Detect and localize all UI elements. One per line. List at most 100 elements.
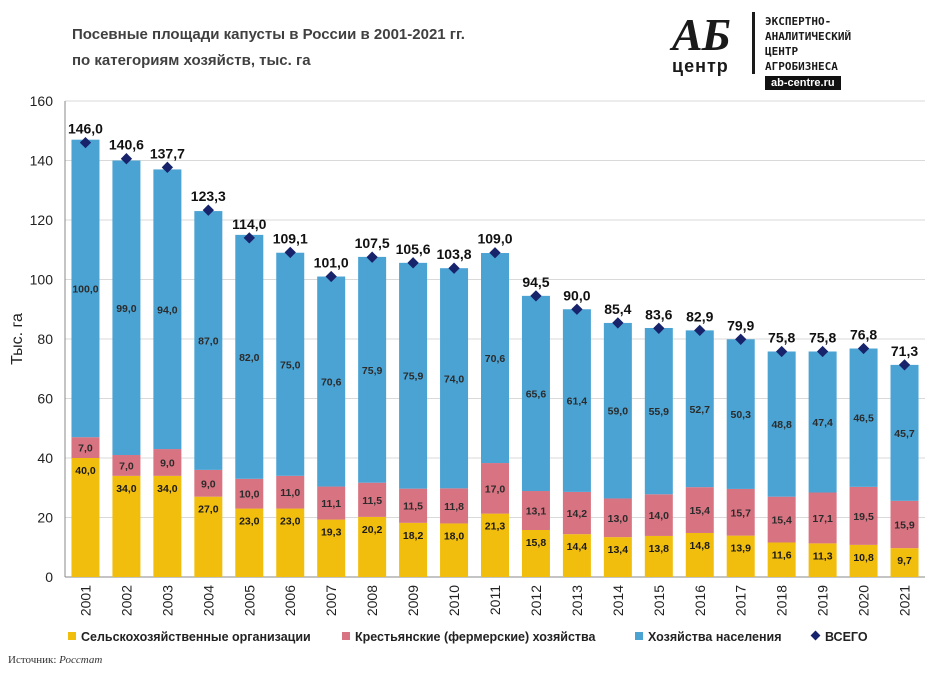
bar-segment: [276, 475, 305, 509]
data-label: 11,5: [403, 501, 423, 513]
logo-url: ab-centre.ru: [765, 76, 841, 90]
data-label: 100,0: [72, 283, 98, 295]
total-label: 105,6: [396, 241, 431, 257]
y-tick-label: 100: [30, 272, 54, 288]
bar-segment: [276, 508, 305, 577]
bar-segment: [685, 532, 714, 577]
x-tick-label: 2001: [77, 585, 93, 616]
x-tick-label: 2005: [241, 585, 257, 616]
legend-label: Сельскохозяйственные организации: [81, 630, 311, 644]
data-label: 15,9: [894, 519, 915, 531]
data-label: 61,4: [567, 396, 588, 408]
total-marker: [489, 247, 501, 259]
data-label: 27,0: [198, 504, 219, 516]
bar-segment: [276, 252, 305, 476]
total-marker: [161, 161, 174, 173]
data-label: 17,0: [485, 483, 506, 495]
total-label: 75,8: [768, 329, 795, 345]
data-label: 21,3: [485, 521, 506, 533]
data-label: 13,8: [649, 543, 670, 555]
total-label: 75,8: [809, 329, 836, 345]
data-label: 47,4: [812, 417, 833, 429]
data-label: 11,0: [280, 487, 300, 499]
bar-segment: [562, 491, 591, 535]
total-marker: [366, 251, 378, 263]
data-label: 9,7: [897, 555, 912, 567]
data-label: 11,6: [772, 549, 792, 561]
data-label: 23,0: [280, 516, 301, 528]
data-label: 34,0: [157, 483, 178, 495]
bar-segment: [235, 508, 264, 577]
y-axis-label: Тыс. га: [9, 313, 26, 365]
logo-ab-mark: АБ: [672, 9, 731, 60]
total-label: 83,6: [645, 306, 672, 322]
data-label: 82,0: [239, 352, 260, 364]
x-tick-label: 2007: [323, 585, 339, 616]
data-label: 17,1: [812, 513, 833, 525]
x-tick-label: 2004: [200, 585, 216, 616]
data-label: 50,3: [730, 409, 751, 421]
data-label: 20,2: [362, 524, 383, 536]
data-label: 19,5: [853, 511, 874, 523]
y-tick-label: 120: [30, 212, 54, 228]
y-tick-label: 140: [30, 153, 54, 169]
bar-segment: [808, 543, 837, 577]
x-tick-label: 2014: [610, 585, 626, 616]
data-label: 34,0: [116, 483, 137, 495]
bar-segment: [890, 364, 919, 501]
total-label: 90,0: [563, 287, 590, 303]
bar-segment: [194, 496, 223, 577]
bar-segment: [603, 322, 632, 499]
total-marker: [202, 204, 214, 216]
bar-segment: [481, 463, 509, 514]
total-label: 140,6: [109, 137, 144, 153]
bar-segment: [685, 330, 714, 488]
total-label: 103,8: [437, 246, 472, 262]
bar-segment: [521, 491, 550, 530]
bar-segment: [644, 494, 673, 536]
total-label: 109,1: [273, 230, 308, 246]
bar-segment: [358, 256, 387, 483]
data-label: 7,0: [119, 460, 134, 472]
x-tick-label: 2006: [282, 585, 298, 616]
bar-segment: [194, 211, 223, 470]
x-tick-label: 2020: [856, 585, 872, 616]
x-tick-label: 2009: [405, 585, 421, 616]
bar-segment: [194, 469, 223, 497]
total-marker: [653, 322, 665, 334]
data-label: 14,2: [567, 508, 588, 520]
x-tick-label: 2019: [815, 585, 831, 616]
data-label: 9,0: [160, 457, 175, 469]
x-tick-label: 2002: [118, 585, 134, 616]
bar-segment: [890, 500, 919, 549]
bar-segment: [603, 498, 632, 538]
data-label: 45,7: [894, 428, 915, 440]
data-label: 75,0: [280, 359, 301, 371]
total-label: 76,8: [850, 327, 877, 343]
bar-segment: [317, 486, 346, 520]
bar-segment: [153, 169, 182, 450]
legend-item: Крестьянские (фермерские) хозяйства: [342, 630, 597, 644]
bar-segment: [685, 487, 714, 533]
data-label: 70,6: [321, 377, 342, 389]
bar-segment: [767, 542, 796, 577]
bar-segment: [726, 488, 755, 536]
total-label: 71,3: [891, 343, 918, 359]
bar-segment: [562, 309, 591, 492]
chart-title-line1: Посевные площади капусты в России в 2001…: [72, 26, 465, 43]
data-label: 18,2: [403, 530, 424, 542]
x-tick-label: 2018: [774, 585, 790, 616]
data-label: 9,0: [201, 478, 216, 490]
bar-segment: [726, 339, 755, 489]
total-marker: [776, 345, 788, 358]
x-tick-label: 2017: [733, 585, 749, 616]
bar-segment: [440, 268, 469, 489]
logo-org-name: ЭКСПЕРТНО- АНАЛИТИЧЕСКИЙ ЦЕНТР АГРОБИЗНЕ…: [765, 15, 852, 73]
data-label: 11,8: [444, 501, 464, 513]
bar-segment: [849, 486, 878, 545]
bar-segment: [644, 535, 673, 577]
total-label: 123,3: [191, 188, 226, 204]
bar-segment: [808, 351, 837, 493]
legend-swatch: [635, 632, 643, 640]
data-label: 48,8: [771, 419, 792, 431]
